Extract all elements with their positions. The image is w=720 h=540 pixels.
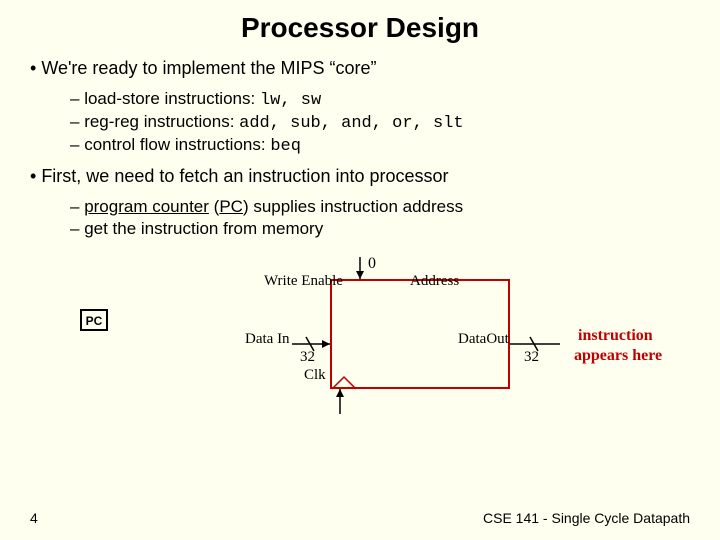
- sub-2a-u1: program counter: [84, 197, 209, 216]
- label-data-in: Data In: [245, 331, 290, 348]
- sub-1c-code: beq: [270, 137, 301, 156]
- pc-box: PC: [80, 309, 108, 331]
- label-zero: 0: [368, 255, 376, 273]
- slide-number: 4: [30, 510, 38, 526]
- sub-1b-text: reg-reg instructions:: [84, 112, 239, 131]
- label-bus32-out: 32: [524, 349, 539, 366]
- bullet-list: We're ready to implement the MIPS “core”: [30, 58, 690, 79]
- diagram: PC Write Enable 0 Address Data In 32 Dat…: [30, 249, 690, 459]
- bullet-2-sub: program counter (PC) supplies instructio…: [30, 197, 690, 239]
- note-instruction: instruction: [578, 327, 653, 345]
- label-clk: Clk: [304, 367, 326, 384]
- sub-1c: control flow instructions: beq: [70, 135, 690, 156]
- footer-text: CSE 141 - Single Cycle Datapath: [483, 510, 690, 526]
- bullet-1-sub: load-store instructions: lw, sw reg-reg …: [30, 89, 690, 156]
- label-data-out: DataOut: [458, 331, 509, 348]
- bullet-2: First, we need to fetch an instruction i…: [30, 166, 690, 187]
- slide-title: Processor Design: [30, 12, 690, 44]
- sub-1a-text: load-store instructions:: [84, 89, 260, 108]
- sub-1a: load-store instructions: lw, sw: [70, 89, 690, 110]
- sub-1a-code: lw, sw: [260, 91, 321, 110]
- sub-2a-p2: (: [209, 197, 219, 216]
- sub-2a: program counter (PC) supplies instructio…: [70, 197, 690, 217]
- sub-2a-p3: ) supplies instruction address: [243, 197, 463, 216]
- sub-2a-u2: PC: [219, 197, 243, 216]
- label-bus32-in: 32: [300, 349, 315, 366]
- sub-1b: reg-reg instructions: add, sub, and, or,…: [70, 112, 690, 133]
- sub-2b: get the instruction from memory: [70, 219, 690, 239]
- bullet-list-2: First, we need to fetch an instruction i…: [30, 166, 690, 187]
- label-write-enable: Write Enable: [264, 273, 343, 290]
- label-address: Address: [410, 273, 459, 290]
- bullet-1: We're ready to implement the MIPS “core”: [30, 58, 690, 79]
- sub-1c-text: control flow instructions:: [84, 135, 270, 154]
- note-appears: appears here: [574, 347, 662, 365]
- sub-1b-code: add, sub, and, or, slt: [239, 114, 463, 133]
